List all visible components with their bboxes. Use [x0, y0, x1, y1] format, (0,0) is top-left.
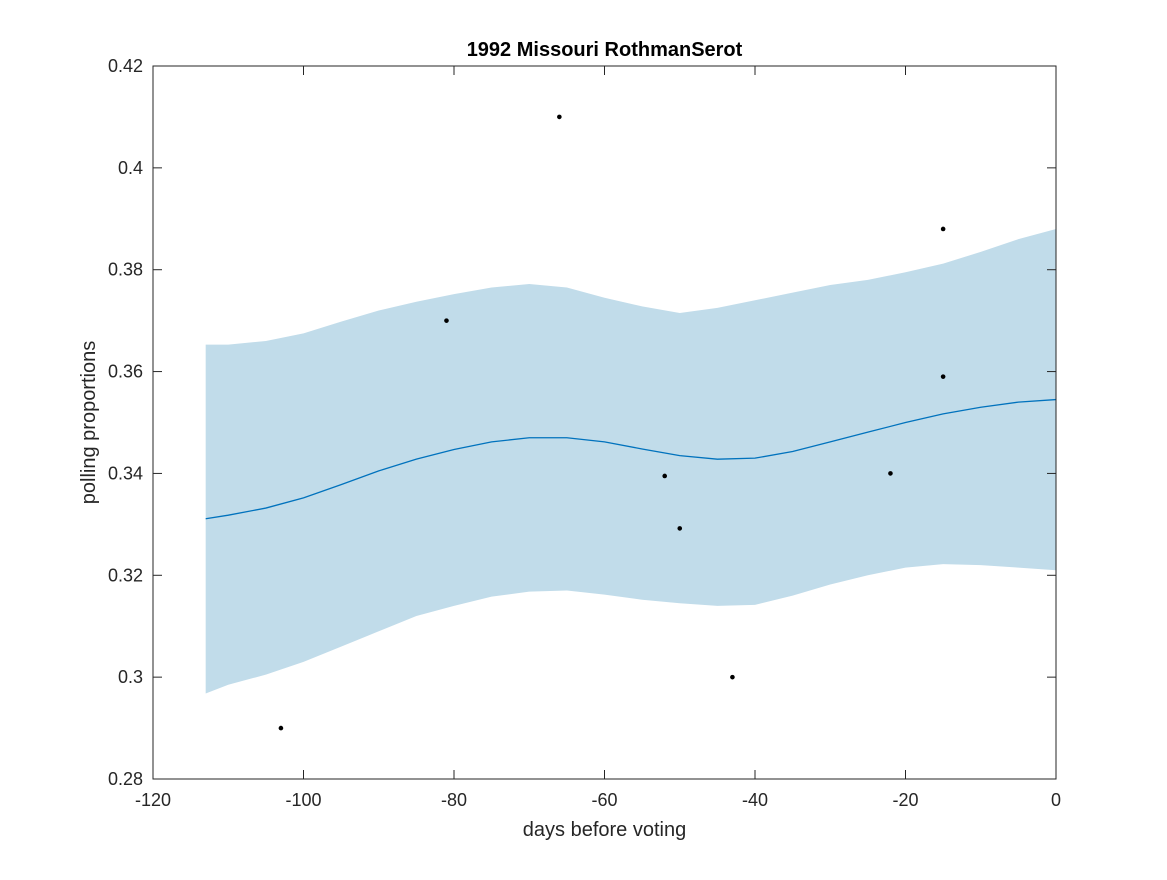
y-tick-label: 0.38 — [108, 260, 143, 280]
y-tick-label: 0.32 — [108, 565, 143, 585]
fit-line-layer — [205, 398, 1057, 520]
x-axis-label: days before voting — [523, 819, 686, 841]
x-tick-label: -40 — [742, 790, 768, 810]
data-point — [444, 318, 449, 323]
data-point — [662, 473, 667, 479]
data-point — [940, 374, 946, 379]
confidence-band — [205, 228, 1056, 694]
y-tick-label: 0.3 — [118, 667, 143, 687]
x-tick-label: -120 — [135, 790, 171, 810]
chart-title: 1992 Missouri RothmanSerot — [467, 39, 743, 61]
data-points-layer — [278, 114, 946, 731]
data-point — [278, 725, 284, 731]
data-point — [940, 226, 946, 232]
y-tick-label: 0.36 — [108, 362, 143, 382]
x-tick-label: -60 — [591, 790, 617, 810]
x-tick-label: 0 — [1051, 790, 1061, 810]
x-tick-label: -100 — [285, 790, 321, 810]
data-point — [730, 674, 735, 680]
x-tick-label: -20 — [892, 790, 918, 810]
data-point — [557, 114, 562, 120]
y-tick-label: 0.34 — [108, 463, 143, 483]
y-axis-label: polling proportions — [78, 341, 100, 504]
ticks-layer: -120 -100 -80 -60 -40 -20 0 0.28 0.3 0.32 0.34 0.36… — [108, 56, 1061, 810]
data-point — [888, 471, 893, 476]
confidence-band-layer — [205, 228, 1056, 694]
fit-line — [205, 398, 1057, 520]
x-tick-label: -80 — [441, 790, 467, 810]
y-tick-label: 0.42 — [108, 56, 143, 76]
y-tick-label: 0.4 — [118, 158, 143, 178]
y-tick-label: 0.28 — [108, 769, 143, 789]
data-point — [677, 526, 683, 531]
